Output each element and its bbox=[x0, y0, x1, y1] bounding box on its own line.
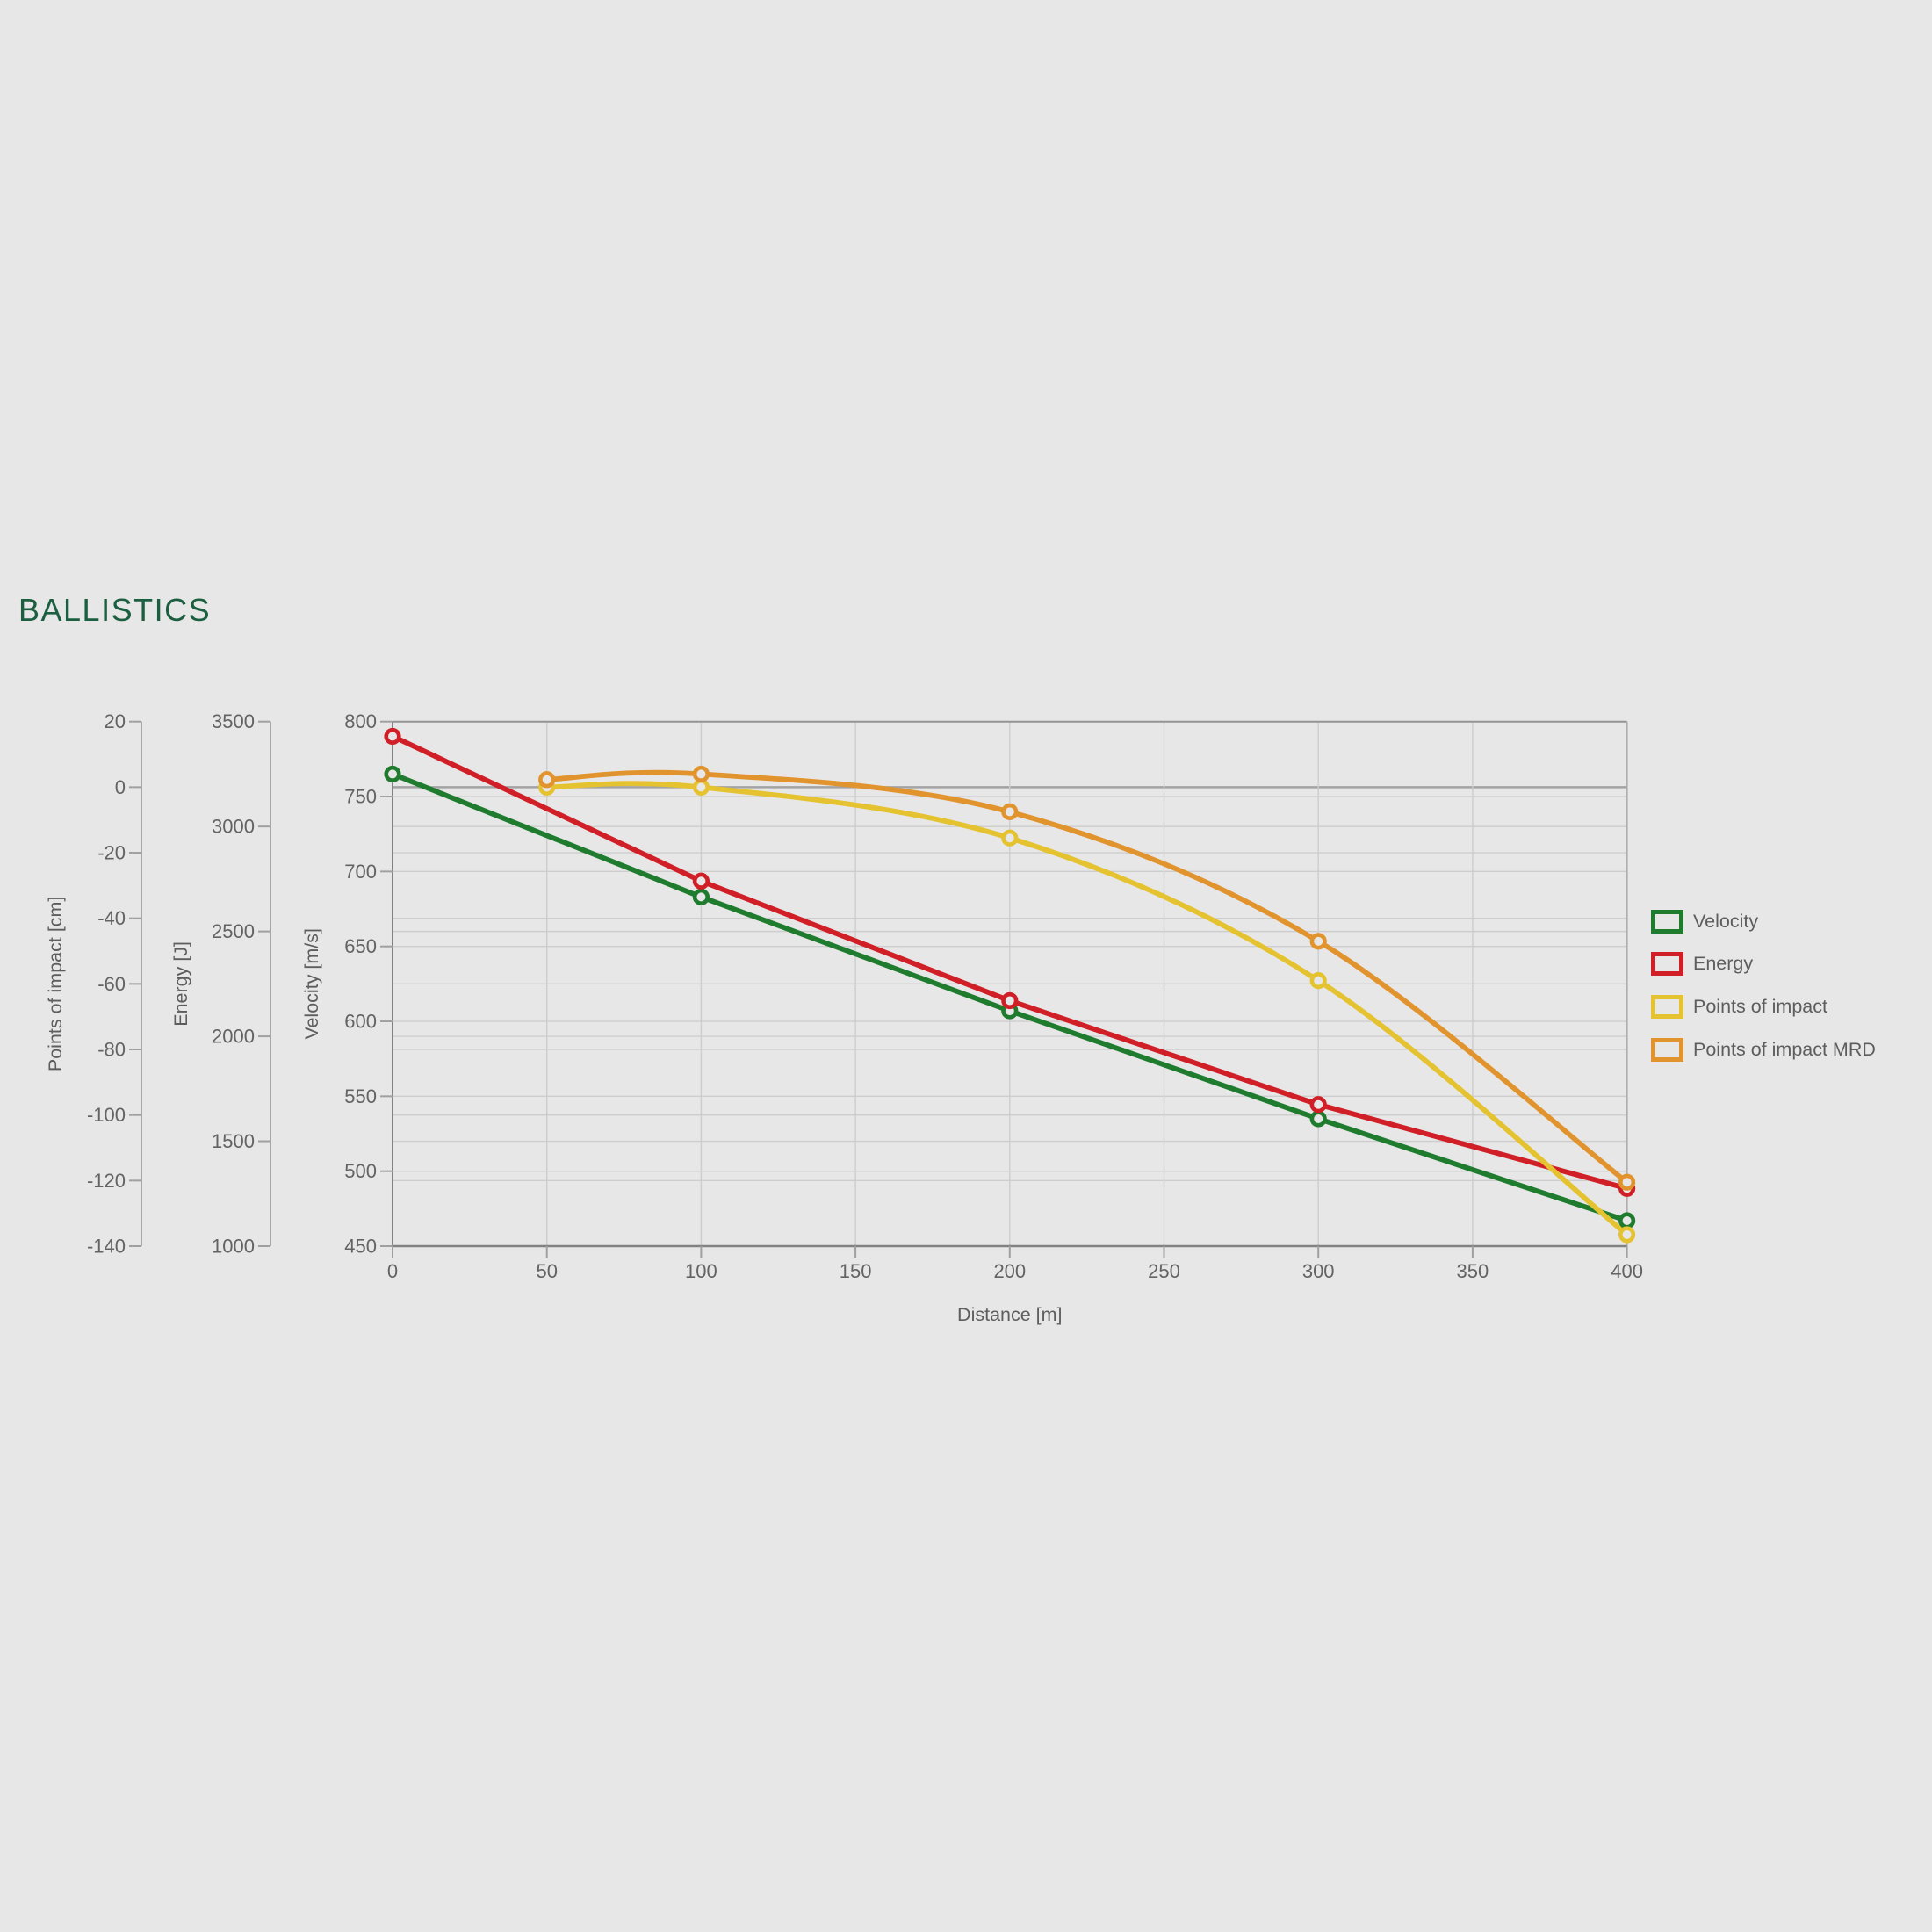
data-point bbox=[1618, 1212, 1636, 1229]
tick-label: -120 bbox=[87, 1170, 126, 1192]
data-point bbox=[1309, 972, 1327, 990]
tick-label: 2000 bbox=[212, 1026, 255, 1048]
series-markers-points-of-impact-mrd bbox=[538, 765, 1636, 1191]
data-point bbox=[692, 765, 710, 783]
y-axis-title-energy: Energy [J] bbox=[170, 941, 191, 1027]
tick-label: 300 bbox=[1302, 1260, 1335, 1282]
tick-label: 550 bbox=[344, 1085, 377, 1107]
legend-item-points-of-impact[interactable]: Points of impact bbox=[1651, 993, 1827, 1020]
legend-item-energy[interactable]: Energy bbox=[1651, 951, 1753, 977]
legend-item-points-of-impact-mrd[interactable]: Points of impact MRD bbox=[1651, 1036, 1876, 1063]
tick-label: 20 bbox=[105, 710, 126, 732]
data-point bbox=[1001, 803, 1019, 820]
tick-label: 1500 bbox=[212, 1130, 255, 1152]
tick-label: -20 bbox=[97, 842, 126, 864]
tick-label: 0 bbox=[387, 1260, 398, 1282]
data-point bbox=[692, 778, 710, 796]
series-line-points-of-impact-mrd bbox=[546, 769, 1629, 1185]
tick-label: 500 bbox=[344, 1160, 377, 1182]
tick-label: 450 bbox=[344, 1236, 377, 1258]
data-point bbox=[1309, 1096, 1327, 1114]
tick-label: -100 bbox=[87, 1104, 126, 1126]
legend-label: Energy bbox=[1693, 953, 1754, 974]
tick-label: 0 bbox=[115, 776, 126, 798]
tick-label: 350 bbox=[1457, 1260, 1489, 1282]
data-point bbox=[1618, 1226, 1636, 1244]
legend-item-velocity[interactable]: Velocity bbox=[1651, 908, 1758, 934]
tick-label: 3000 bbox=[212, 816, 255, 838]
y-axis-velocity: 800 750 700 650 600 550 500 450 Velocity [m/s] bbox=[301, 710, 393, 1258]
tick-label: 50 bbox=[536, 1260, 557, 1282]
data-point bbox=[1001, 991, 1019, 1010]
data-point bbox=[384, 727, 401, 746]
data-point bbox=[1001, 829, 1019, 847]
series-markers-points-of-impact bbox=[538, 778, 1636, 1244]
tick-label: 1000 bbox=[212, 1236, 255, 1258]
data-point bbox=[1309, 1110, 1327, 1128]
tick-label: 100 bbox=[685, 1260, 717, 1282]
legend-label: Velocity bbox=[1693, 910, 1759, 932]
gridlines bbox=[393, 721, 1627, 1246]
legend-swatch-orange-icon bbox=[1651, 1037, 1683, 1062]
tick-label: 600 bbox=[344, 1011, 377, 1033]
tick-label: -140 bbox=[87, 1236, 126, 1258]
tick-label: 3500 bbox=[212, 710, 255, 732]
tick-label: 800 bbox=[344, 710, 377, 732]
data-point bbox=[538, 771, 556, 789]
tick-label: 700 bbox=[344, 861, 377, 883]
tick-label: 750 bbox=[344, 786, 377, 808]
tick-label: 2500 bbox=[212, 920, 255, 942]
data-point bbox=[1618, 1173, 1636, 1191]
data-point bbox=[692, 872, 710, 890]
legend-swatch-yellow-icon bbox=[1651, 994, 1683, 1019]
tick-label: 400 bbox=[1611, 1260, 1643, 1282]
x-axis: 0 50 100 150 200 250 300 350 400 Distance [m] bbox=[387, 1244, 1643, 1325]
legend-swatch-red-icon bbox=[1651, 952, 1683, 976]
tick-label: -40 bbox=[97, 907, 126, 929]
legend-swatch-green-icon bbox=[1651, 909, 1683, 934]
page-title: BALLISTICS bbox=[18, 592, 212, 628]
tick-label: 250 bbox=[1148, 1260, 1180, 1282]
y-axis-poi: 20 0 -20 -40 -60 -80 -100 -120 -140 Points of imp… bbox=[45, 710, 142, 1258]
tick-label: -80 bbox=[97, 1039, 126, 1061]
tick-label: -60 bbox=[97, 973, 126, 995]
data-point bbox=[692, 888, 710, 905]
tick-label: 200 bbox=[993, 1260, 1026, 1282]
y-axis-energy: 3500 3000 2500 2000 1500 1000 Energy [J] bbox=[170, 710, 271, 1258]
data-point bbox=[384, 765, 401, 783]
legend-label: Points of impact MRD bbox=[1693, 1038, 1876, 1060]
y-axis-title-poi: Points of impact [cm] bbox=[45, 897, 66, 1072]
x-axis-title: Distance [m] bbox=[957, 1304, 1062, 1325]
data-point bbox=[1309, 933, 1327, 950]
series-line-points-of-impact bbox=[546, 781, 1629, 1237]
legend-label: Points of impact bbox=[1693, 995, 1827, 1017]
tick-label: 150 bbox=[840, 1260, 872, 1282]
tick-label: 650 bbox=[344, 935, 377, 957]
y-axis-title-velocity: Velocity [m/s] bbox=[301, 928, 322, 1040]
